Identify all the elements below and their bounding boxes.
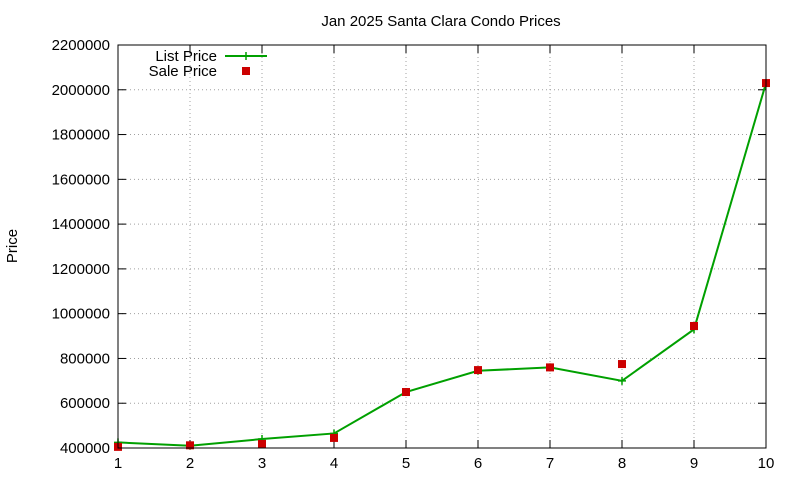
y-tick-label: 400000 xyxy=(60,440,110,457)
sale-price-point xyxy=(546,363,554,372)
sale-price-point xyxy=(258,439,266,448)
legend-label-sale-price: Sale Price xyxy=(149,63,217,80)
y-tick-label: 2000000 xyxy=(52,82,110,99)
y-tick-label: 800000 xyxy=(60,350,110,367)
y-tick-label: 1200000 xyxy=(52,261,110,278)
y-tick-label: 1000000 xyxy=(52,306,110,323)
list-price-line xyxy=(117,82,767,447)
sale-price-point xyxy=(474,366,482,375)
plot-frame xyxy=(117,44,767,449)
legend-marker-list-price xyxy=(242,52,250,60)
sale-price-point xyxy=(402,388,410,397)
x-tick-label: 1 xyxy=(114,455,122,472)
y-tick-label: 600000 xyxy=(60,395,110,412)
y-tick-label: 1400000 xyxy=(52,216,110,233)
sale-price-point xyxy=(186,441,194,450)
y-tick-label: 1600000 xyxy=(52,171,110,188)
x-tick-label: 8 xyxy=(618,455,626,472)
x-tick-label: 5 xyxy=(402,455,410,472)
axis-ticks: 400000 600000 800000 1000000 1200000 1400000 1… xyxy=(52,37,775,472)
x-tick-label: 9 xyxy=(690,455,698,472)
y-tick-label: 2200000 xyxy=(52,37,110,54)
x-tick-label: 10 xyxy=(758,455,775,472)
legend-marker-sale-price xyxy=(242,67,250,75)
x-tick-label: 7 xyxy=(546,455,554,472)
grid-lines xyxy=(118,45,766,448)
legend-label-list-price: List Price xyxy=(155,48,217,65)
x-tick-label: 4 xyxy=(330,455,338,472)
x-tick-label: 6 xyxy=(474,455,482,472)
chart-title: Jan 2025 Santa Clara Condo Prices xyxy=(321,13,560,30)
y-tick-label: 1800000 xyxy=(52,127,110,144)
sale-price-point xyxy=(618,360,626,369)
sale-price-point xyxy=(330,433,338,442)
list-price-point xyxy=(618,376,626,385)
x-tick-label: 3 xyxy=(258,455,266,472)
sale-price-point xyxy=(690,321,698,330)
y-axis-label: Price xyxy=(4,229,21,263)
x-tick-label: 2 xyxy=(186,455,194,472)
